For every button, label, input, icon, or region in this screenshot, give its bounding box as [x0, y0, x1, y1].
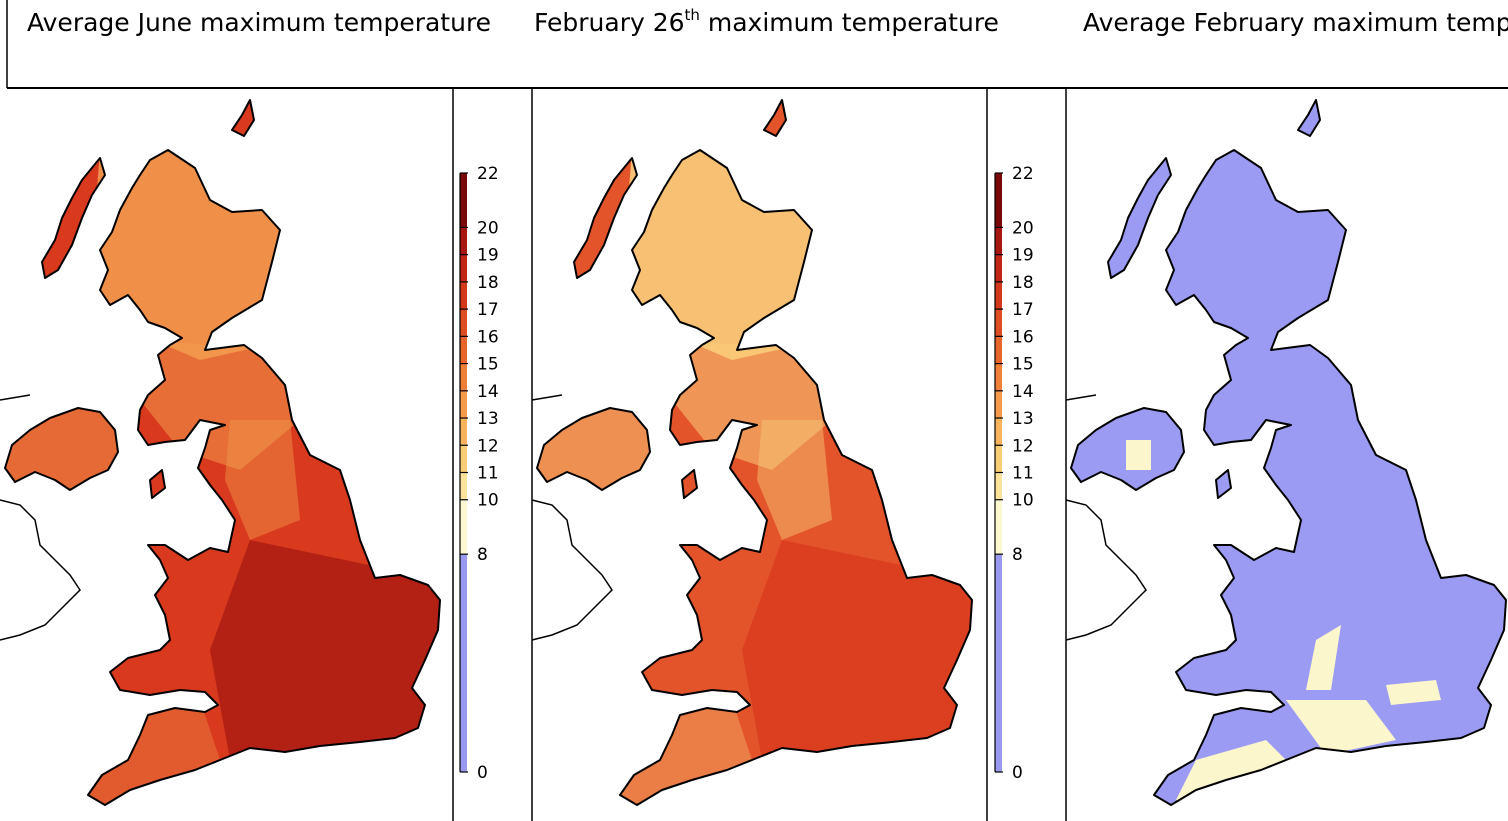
highland-region: [90, 150, 290, 360]
colorbar-band: [460, 173, 467, 228]
ireland-coastline: [1065, 394, 1147, 641]
colorbar-tick-label: 15: [477, 355, 499, 375]
title-feb26: February 26th maximum temperature: [534, 6, 999, 38]
colorbar-band: [460, 363, 467, 391]
colorbar-band: [460, 445, 467, 473]
colorbar-band: [995, 472, 1002, 500]
severn-warm-patch: [1306, 625, 1341, 690]
colorbar-band: [995, 445, 1002, 473]
colorbar-tick-label: 12: [1012, 436, 1034, 456]
colorbar-band: [995, 418, 1002, 446]
map-feb26: [531, 99, 973, 806]
colorbar-band: [460, 554, 467, 772]
borders-region: [672, 340, 832, 470]
colorbar-tick-label: 22: [477, 164, 499, 184]
colorbar-band: [995, 363, 1002, 391]
borders-region: [140, 340, 300, 470]
colorbar-tick-label: 16: [477, 327, 499, 347]
colorbar-band: [995, 173, 1002, 228]
colorbar-band: [460, 390, 467, 419]
colorbar-tick-label: 10: [477, 491, 499, 511]
colorbar-band: [995, 281, 1002, 310]
colorbar-tick-label: 17: [477, 300, 499, 320]
colorbar-tick-label: 12: [477, 436, 499, 456]
colorbar-band: [995, 227, 1002, 255]
colorbar-tick-label: 17: [1012, 300, 1034, 320]
southeast-region: [742, 540, 972, 760]
colorbar-1: 22 20 19 18 17 16 15 14 13 12 11 10 8 0: [459, 164, 499, 783]
southwest-region: [612, 700, 752, 805]
temperature-field: [1071, 100, 1506, 805]
colorbar-band: [995, 554, 1002, 772]
colorbar-tick-label: 11: [1012, 464, 1034, 484]
colorbar-band: [460, 499, 467, 555]
colorbar-band: [995, 499, 1002, 555]
south-coast-warm-patch: [1286, 700, 1396, 755]
colorbar-band: [460, 336, 467, 364]
colorbar-tick-label: 13: [477, 409, 499, 429]
colorbar-band: [995, 309, 1002, 337]
colorbar-tick-label: 0: [1012, 763, 1023, 783]
southeast-region: [210, 540, 440, 760]
colorbar-band: [460, 309, 467, 337]
ni-region: [5, 400, 130, 500]
colorbar-band: [995, 336, 1002, 364]
colorbar-band: [460, 472, 467, 500]
pennines-region: [757, 420, 832, 540]
thames-warm-patch: [1386, 680, 1441, 705]
colorbar-tick-label: 13: [1012, 409, 1034, 429]
colorbar-tick-label: 8: [1012, 545, 1023, 565]
colorbar-band: [460, 227, 467, 255]
colorbar-tick-label: 15: [1012, 355, 1034, 375]
colorbar-tick-label: 14: [477, 382, 499, 402]
colorbar-tick-label: 16: [1012, 327, 1034, 347]
colorbar-2: 22 20 19 18 17 16 15 14 13 12 11 10 8 0: [994, 164, 1034, 783]
map-feb-avg: [1065, 99, 1507, 806]
colorbar-tick-label: 14: [1012, 382, 1034, 402]
temperature-field: [5, 100, 440, 805]
temperature-field: [537, 100, 972, 805]
ni-region: [537, 400, 662, 500]
colorbar-tick-label: 20: [1012, 218, 1034, 238]
title-feb-avg: Average February maximum temp: [1083, 8, 1508, 37]
ni-warm-patch: [1126, 440, 1151, 470]
colorbar-band: [460, 281, 467, 310]
colorbar-tick-label: 19: [1012, 246, 1034, 266]
southwest-region: [80, 700, 220, 805]
ireland-coastline: [531, 394, 613, 641]
colorbar-tick-label: 19: [477, 246, 499, 266]
colorbar-tick-label: 18: [477, 273, 499, 293]
colorbar-band: [460, 254, 467, 282]
colorbar-tick-label: 20: [477, 218, 499, 238]
colorbar-tick-label: 10: [1012, 491, 1034, 511]
title-june-avg: Average June maximum temperature: [27, 8, 492, 37]
highland-region: [622, 150, 822, 360]
colorbar-tick-label: 0: [477, 763, 488, 783]
colorbar-tick-label: 22: [1012, 164, 1034, 184]
colorbar-tick-label: 11: [477, 464, 499, 484]
pennines-region: [225, 420, 300, 540]
colorbar-tick-label: 18: [1012, 273, 1034, 293]
colorbar-band: [995, 254, 1002, 282]
map-june-avg: [0, 99, 441, 806]
colorbar-tick-label: 8: [477, 545, 488, 565]
colorbar-band: [460, 418, 467, 446]
colorbar-band: [995, 390, 1002, 419]
ireland-coastline: [0, 394, 81, 641]
